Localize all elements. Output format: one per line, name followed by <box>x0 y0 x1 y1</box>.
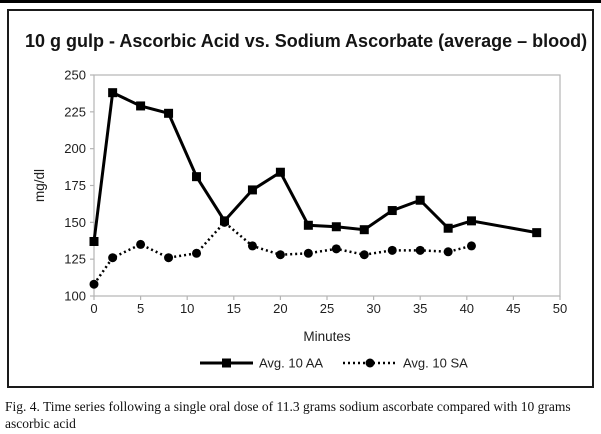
x-tick-label: 25 <box>320 301 334 316</box>
chart-canvas: 100 125 150 175 200 225 250 0 5 10 15 20 25 30 35 40 45 5… <box>32 68 567 371</box>
legend: Avg. 10 AA Avg. 10 SA <box>200 356 468 371</box>
square-marker-icon <box>387 206 397 216</box>
circle-marker-icon <box>89 279 99 289</box>
square-marker-icon <box>247 185 257 195</box>
circle-marker-icon <box>331 244 341 254</box>
y-tick-label: 150 <box>64 215 86 230</box>
circle-marker-icon <box>192 248 202 258</box>
y-tick-label: 100 <box>64 289 86 304</box>
x-tick-label: 30 <box>366 301 380 316</box>
legend-circle-marker-icon <box>365 358 375 368</box>
x-tick-label: 15 <box>227 301 241 316</box>
square-marker-icon <box>303 220 313 230</box>
circle-marker-icon <box>466 241 476 251</box>
caption-line-1: Fig. 4. Time series following a single o… <box>5 399 571 431</box>
x-axis: 0 5 10 15 20 25 30 35 40 45 50 <box>90 296 567 316</box>
circle-marker-icon <box>247 241 257 251</box>
square-marker-icon <box>192 172 202 182</box>
figure-box: 10 g gulp - Ascorbic Acid vs. Sodium Asc… <box>7 9 594 388</box>
x-axis-title: Minutes <box>303 329 351 344</box>
square-marker-icon <box>532 228 542 238</box>
series-line <box>92 90 537 242</box>
top-divider <box>0 0 601 3</box>
circle-marker-icon <box>164 253 174 263</box>
x-tick-label: 20 <box>273 301 287 316</box>
square-marker-icon <box>443 223 453 233</box>
y-axis: 100 125 150 175 200 225 250 <box>64 68 94 304</box>
square-marker-icon <box>164 108 174 118</box>
chart-title: 10 g gulp - Ascorbic Acid vs. Sodium Asc… <box>25 31 588 51</box>
circle-marker-icon <box>415 245 425 255</box>
y-tick-label: 200 <box>64 141 86 156</box>
x-tick-label: 5 <box>137 301 144 316</box>
legend-label-aa: Avg. 10 AA <box>259 356 323 371</box>
circle-marker-icon <box>359 250 369 260</box>
y-tick-label: 175 <box>64 178 86 193</box>
circle-marker-icon <box>136 239 146 249</box>
square-marker-icon <box>275 167 285 177</box>
figure-caption: Fig. 4. Time series following a single o… <box>5 398 597 434</box>
square-marker-icon <box>466 216 476 226</box>
y-axis-title: mg/dl <box>32 169 47 202</box>
x-tick-label: 45 <box>506 301 520 316</box>
circle-marker-icon <box>219 217 229 227</box>
x-tick-label: 10 <box>180 301 194 316</box>
circle-marker-icon <box>443 247 453 257</box>
legend-label-sa: Avg. 10 SA <box>403 356 468 371</box>
y-tick-label: 250 <box>64 68 86 83</box>
x-tick-label: 35 <box>413 301 427 316</box>
plot-frame <box>93 74 561 297</box>
x-tick-label: 50 <box>553 301 567 316</box>
square-marker-icon <box>359 225 369 235</box>
legend-square-marker-icon <box>222 358 231 368</box>
square-marker-icon <box>415 195 425 205</box>
y-tick-label: 125 <box>64 252 86 267</box>
circle-marker-icon <box>303 248 313 258</box>
square-marker-icon <box>89 236 99 246</box>
square-marker-icon <box>331 222 341 232</box>
series-aa <box>89 88 542 246</box>
x-tick-label: 40 <box>460 301 474 316</box>
circle-marker-icon <box>387 245 397 255</box>
circle-marker-icon <box>108 253 118 263</box>
x-tick-label: 0 <box>90 301 97 316</box>
circle-marker-icon <box>275 250 285 260</box>
y-tick-label: 225 <box>64 104 86 119</box>
square-marker-icon <box>136 101 146 111</box>
square-marker-icon <box>108 88 118 98</box>
series-sa <box>89 217 476 289</box>
